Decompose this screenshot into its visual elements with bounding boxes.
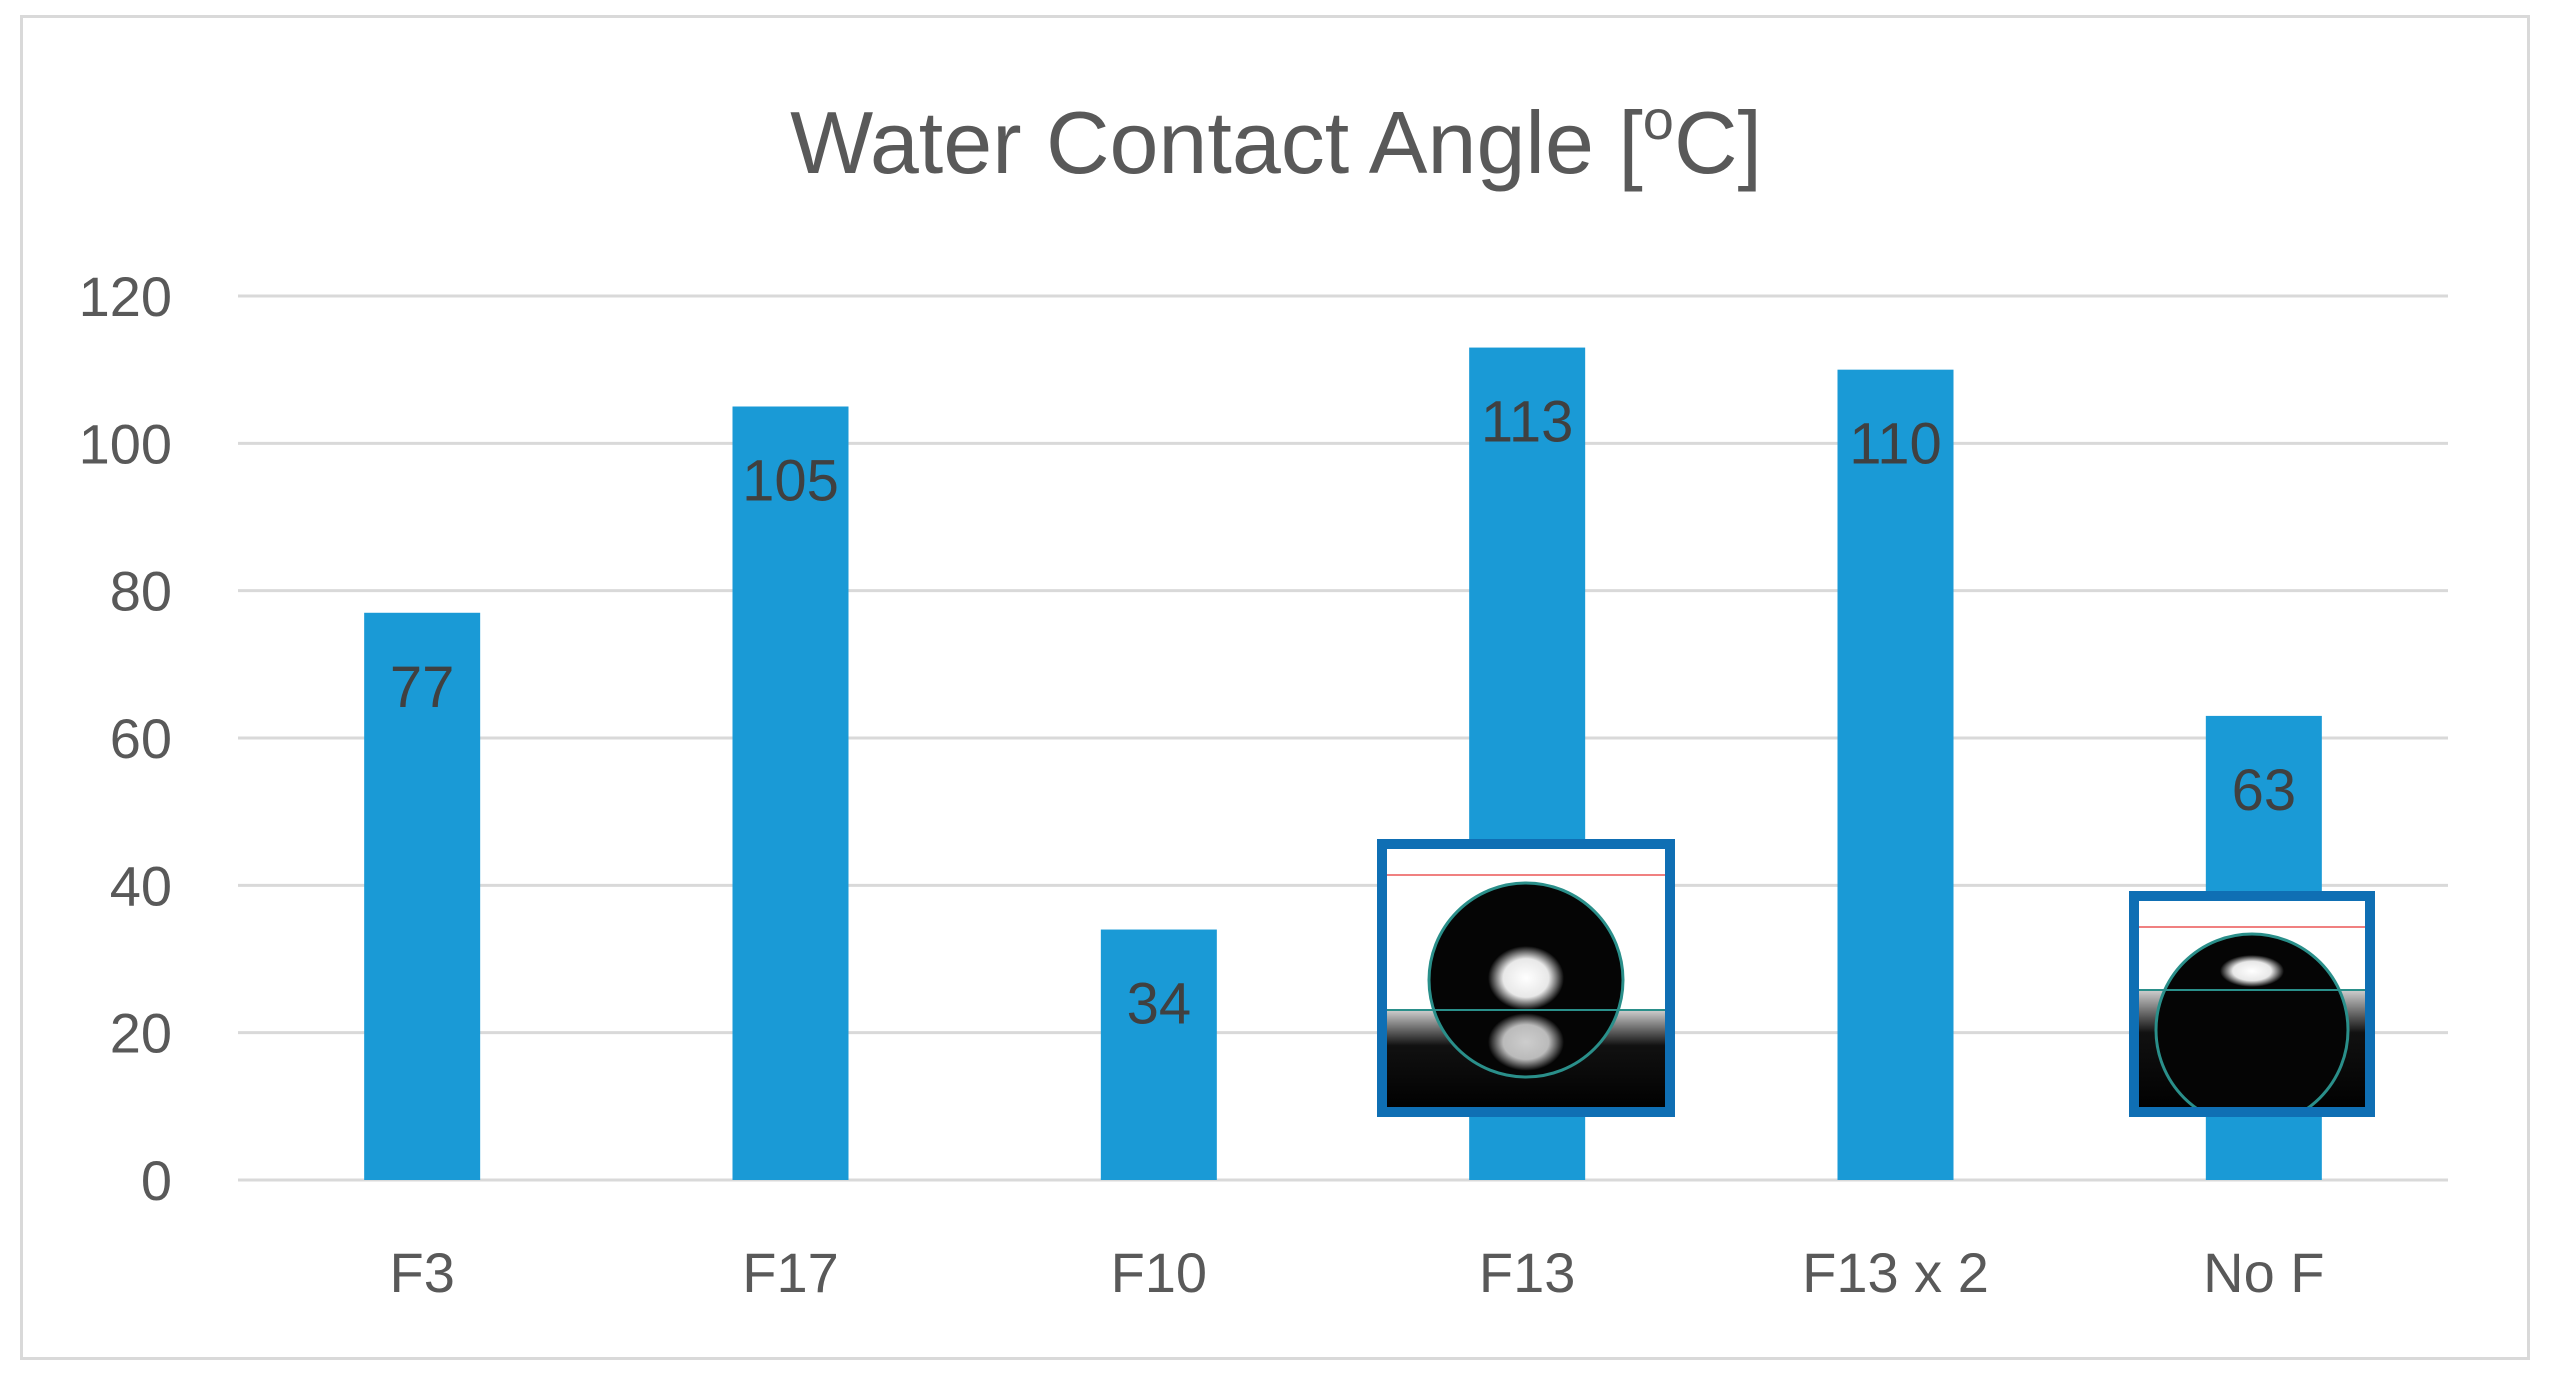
y-tick-label: 120 (79, 265, 172, 328)
chart-title: Water Contact Angle [oC] (790, 88, 1762, 192)
x-category-label: F10 (1111, 1241, 1208, 1304)
data-label: 105 (742, 449, 839, 514)
y-tick-label: 0 (141, 1149, 172, 1212)
data-label: 63 (2232, 758, 2297, 823)
droplet-insets (1377, 839, 2375, 1117)
data-label: 77 (390, 655, 455, 720)
y-tick-label: 20 (110, 1002, 172, 1065)
droplet-inset-f13 (1377, 839, 1675, 1117)
y-tick-label: 80 (110, 560, 172, 623)
data-label: 110 (1849, 412, 1941, 477)
bar-f17 (732, 406, 849, 1180)
bar-f10 (1100, 929, 1217, 1180)
y-tick-label: 60 (110, 707, 172, 770)
data-label: 34 (1127, 972, 1192, 1037)
x-category-label: F13 x 2 (1802, 1241, 1989, 1304)
gridlines (238, 294, 2448, 1182)
x-category-label: F13 (1479, 1241, 1576, 1304)
data-label: 113 (1481, 390, 1573, 455)
droplet-inset-no-f (2129, 891, 2375, 1117)
x-category-label: F3 (389, 1241, 454, 1304)
y-tick-label: 100 (79, 412, 172, 475)
y-axis-ticks: 0 20 40 60 80 100 120 (79, 265, 172, 1212)
x-category-label: F17 (742, 1241, 839, 1304)
bar-f3 (364, 612, 481, 1180)
bar-f13-x-2 (1837, 369, 1954, 1181)
x-axis-categories: F3 F17 F10 F13 F13 x 2 No F (389, 1241, 2324, 1304)
data-labels: 77 105 34 113 110 63 (390, 390, 2296, 1037)
bars (364, 347, 2322, 1181)
x-category-label: No F (2203, 1241, 2324, 1304)
y-tick-label: 40 (110, 854, 172, 917)
